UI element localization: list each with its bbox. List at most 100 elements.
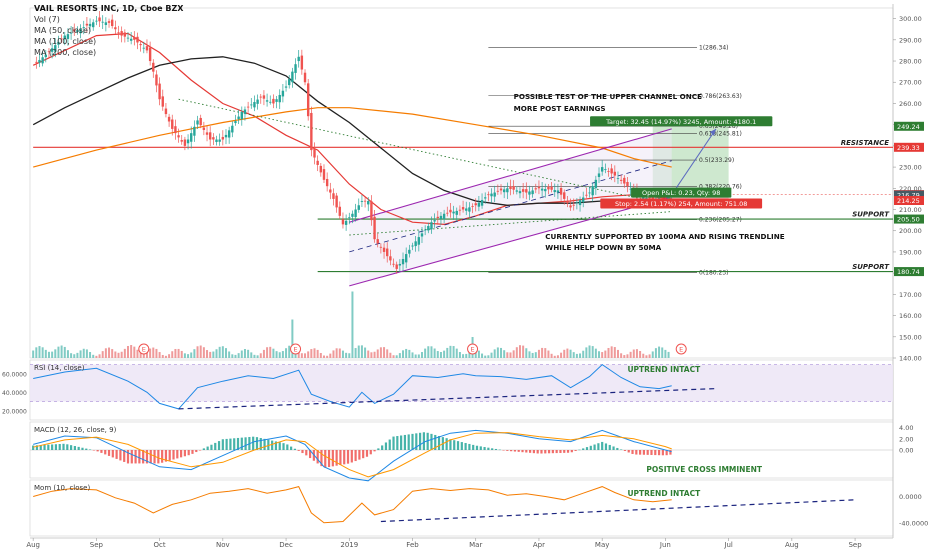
candle-body — [351, 213, 354, 217]
macd-histogram-bar — [415, 433, 418, 450]
macd-histogram-bar — [39, 445, 42, 450]
candle-body — [300, 55, 304, 70]
candle-body — [515, 190, 519, 192]
time-tick-label: May — [595, 541, 609, 549]
volume-bar — [297, 350, 300, 358]
candle-body — [234, 121, 237, 124]
macd-histogram-bar — [434, 434, 437, 450]
volume-bar — [82, 348, 85, 358]
macd-histogram-bar — [259, 437, 262, 450]
candle-body — [344, 220, 348, 225]
candle-body — [259, 96, 262, 98]
volume-bar — [316, 349, 319, 358]
candle-body — [465, 208, 468, 211]
volume-bar — [180, 350, 183, 358]
macd-histogram-bar — [593, 444, 596, 450]
volume-bar — [266, 347, 269, 358]
price-annotation: WHILE HELP DOWN BY 50MA — [545, 243, 661, 252]
macd-histogram-bar — [301, 450, 304, 454]
macd-histogram-bar — [551, 450, 554, 454]
volume-bar — [174, 348, 177, 358]
price-tag-bg — [894, 267, 924, 277]
macd-histogram-bar — [468, 443, 471, 450]
time-tick-label: Nov — [216, 541, 230, 549]
macd-histogram-bar — [320, 450, 323, 467]
candle-body — [227, 130, 231, 138]
candle-body — [38, 59, 41, 63]
candle-body — [651, 197, 654, 199]
candle-body — [243, 109, 247, 114]
volume-bar — [411, 352, 414, 358]
candle-body — [502, 189, 506, 193]
candle-body — [521, 189, 525, 192]
price-tag: 180.74 — [897, 268, 920, 276]
macd-histogram-bar — [475, 445, 479, 450]
macd-histogram-bar — [85, 448, 88, 450]
candle-body — [468, 207, 471, 212]
macd-histogram-bar — [494, 448, 498, 450]
time-tick-label: Aug — [785, 541, 799, 549]
legend-ma100[interactable]: MA (100, close) — [34, 37, 97, 46]
fib-level-label: 1(286.34) — [699, 45, 729, 52]
candle-body — [452, 211, 455, 214]
candle-body — [667, 195, 670, 201]
macd-histogram-bar — [472, 444, 475, 450]
candle-body — [325, 178, 329, 187]
macd-histogram-bar — [528, 450, 532, 453]
macd-histogram-bar — [453, 440, 456, 450]
volume-bar — [588, 345, 591, 358]
price-tick-label: 190.00 — [899, 248, 922, 256]
candle-body — [148, 47, 152, 62]
candle-body — [237, 116, 240, 120]
volume-bar — [307, 351, 310, 358]
macd-histogram-bar — [362, 450, 365, 459]
legend-ma200[interactable]: MA (200, close) — [34, 48, 97, 57]
macd-histogram-bar — [422, 432, 425, 450]
ma-line-200 — [33, 107, 672, 168]
macd-histogram-bar — [403, 434, 407, 450]
volume-bar — [79, 350, 82, 358]
price-tick-label: 230.00 — [899, 164, 922, 172]
candle-body — [180, 140, 183, 142]
volume-bar — [386, 349, 389, 358]
volume-bar — [171, 351, 174, 358]
candle-body — [477, 202, 481, 207]
fib-level-label: 0(180.23) — [699, 270, 729, 277]
candle-body — [604, 169, 607, 171]
candle-body — [594, 179, 598, 189]
candle-body — [578, 199, 582, 206]
candle-body — [95, 20, 98, 22]
candle-body — [572, 204, 575, 206]
volume-bar — [70, 353, 73, 358]
candle-body — [531, 190, 534, 195]
volume-bar — [427, 346, 430, 358]
volume-bar — [500, 347, 503, 358]
volume-bar — [190, 352, 193, 358]
candle-body — [275, 99, 278, 102]
macd-histogram-bar — [81, 447, 84, 450]
macd-histogram-bar — [635, 450, 638, 455]
macd-histogram-bar — [168, 450, 171, 461]
candle-body — [281, 90, 285, 97]
macd-legend: MACD (12, 26, close, 9) — [34, 426, 117, 434]
macd-histogram-bar — [73, 446, 76, 450]
volume-bar — [436, 351, 439, 358]
macd-histogram-bar — [373, 450, 376, 452]
macd-histogram-bar — [604, 443, 608, 450]
candle-body — [487, 194, 490, 196]
candle-body — [246, 106, 250, 108]
macd-histogram-bar — [502, 450, 505, 451]
volume-bar — [237, 353, 240, 358]
candle-body — [613, 171, 617, 176]
volume-bar — [604, 350, 607, 358]
fib-level-label: 0.65(249.28) — [699, 123, 738, 130]
candle-body — [329, 189, 332, 193]
legend-vol[interactable]: Vol (7) — [34, 15, 60, 24]
macd-histogram-bar — [32, 445, 35, 450]
fib-level-label: 0.5(233.29) — [699, 157, 734, 164]
candle-body — [66, 34, 70, 39]
volume-bar — [376, 349, 379, 358]
legend-ma50[interactable]: MA (50, close) — [34, 26, 92, 35]
candle-body — [199, 117, 202, 126]
